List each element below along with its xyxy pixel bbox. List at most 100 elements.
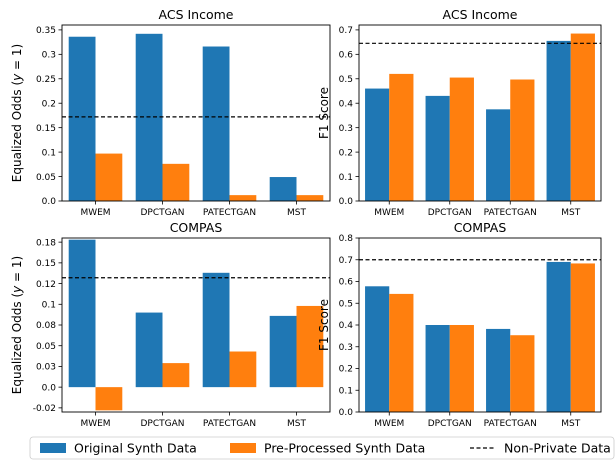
- legend-swatch: [230, 443, 256, 453]
- x-tick-label: MWEM: [374, 208, 404, 218]
- chart-panel-4: 0.0 0.1 0.2 0.3 0.4 0.5 0.6 0.7 0.8 MWEM DPCTGAN PA…: [317, 220, 602, 429]
- chart-title: COMPAS: [454, 220, 507, 235]
- y-tick-label: 0.3: [339, 124, 353, 134]
- x-tick-label: PATECTGAN: [203, 208, 256, 218]
- bar-original-dpctgan: [135, 312, 163, 388]
- legend-label: Pre-Processed Synth Data: [264, 441, 425, 456]
- y-tick-label: 0.0: [42, 383, 57, 393]
- chart-title: COMPAS: [170, 220, 223, 235]
- y-tick-label: 0.4: [339, 321, 354, 331]
- y-tick-label: 0.7: [339, 256, 353, 266]
- y-tick-label: 0.0: [42, 197, 57, 207]
- bar-preprocessed-dpctgan: [449, 77, 474, 201]
- y-tick-label: 0.3: [339, 343, 353, 353]
- bar-original-mwem: [68, 36, 96, 202]
- bar-original-mst: [269, 315, 297, 388]
- bar-original-dpctgan: [425, 325, 450, 412]
- bar-preprocessed-mst: [296, 305, 324, 388]
- bar-original-patectgan: [202, 272, 230, 388]
- x-tick-label: MWEM: [374, 419, 404, 429]
- chart-title: ACS Income: [159, 7, 234, 22]
- y-tick-label: 0.1: [42, 300, 56, 310]
- x-tick-label: MST: [561, 419, 580, 429]
- y-tick-label: 0.2: [42, 99, 56, 109]
- y-tick-label: 0.0: [339, 197, 354, 207]
- x-tick-label: DPCTGAN: [428, 208, 472, 218]
- y-tick-label: 0.15: [36, 259, 56, 269]
- bar-preprocessed-patectgan: [510, 335, 535, 412]
- y-tick-label: 0.18: [36, 238, 56, 248]
- y-tick-label: 0.05: [36, 342, 56, 352]
- bar-preprocessed-dpctgan: [162, 363, 190, 388]
- chart-panel-1: 0.0 0.05 0.1 0.15 0.2 0.25 0.3 0.35 MWEM DPCTGAN P…: [10, 7, 331, 218]
- bar-preprocessed-mwem: [95, 153, 123, 201]
- bar-preprocessed-patectgan: [229, 351, 257, 388]
- bar-original-mst: [269, 177, 297, 201]
- x-tick-label: MST: [287, 208, 306, 218]
- x-tick-label: PATECTGAN: [203, 419, 256, 429]
- y-tick-label: 0.05: [36, 173, 56, 183]
- y-tick-label: 0.1: [339, 386, 353, 396]
- bar-original-patectgan: [202, 46, 230, 202]
- bar-original-dpctgan: [425, 95, 450, 201]
- y-tick-label: 0.25: [36, 75, 56, 85]
- bar-original-mst: [546, 261, 571, 412]
- y-tick-label: 0.35: [36, 26, 56, 36]
- x-tick-label: MWEM: [80, 419, 110, 429]
- x-tick-label: MST: [287, 419, 306, 429]
- bar-preprocessed-mst: [570, 33, 595, 202]
- axes-frame: [358, 24, 602, 202]
- y-tick-label: 0.3: [42, 51, 56, 61]
- y-axis-label: Equalized Odds (y = 1): [10, 44, 24, 182]
- legend: Original Synth Data Pre-Processed Synth D…: [29, 436, 615, 460]
- y-tick-label: 0.08: [36, 321, 56, 331]
- x-tick-label: MST: [561, 208, 580, 218]
- y-tick-label: 0.7: [339, 26, 353, 36]
- bar-preprocessed-mst: [570, 263, 595, 412]
- bar-preprocessed-mwem: [95, 387, 123, 411]
- y-axis-label: Equalized Odds (y = 1): [10, 256, 24, 394]
- y-tick-label: 0.2: [339, 365, 353, 375]
- y-axis-label: F1 Score: [317, 87, 331, 139]
- x-tick-label: PATECTGAN: [484, 419, 537, 429]
- bar-preprocessed-patectgan: [510, 79, 535, 201]
- bar-original-mwem: [365, 88, 390, 201]
- y-tick-label: 0.5: [339, 299, 353, 309]
- y-tick-label: 0.6: [339, 51, 354, 61]
- bar-original-mwem: [365, 286, 390, 412]
- y-tick-label: 0.1: [42, 148, 56, 158]
- y-tick-label: 0.8: [339, 234, 354, 244]
- legend-label: Non-Private Data: [504, 441, 611, 456]
- y-tick-label: 0.2: [339, 148, 353, 158]
- bar-original-mst: [546, 40, 571, 201]
- bar-preprocessed-mwem: [389, 293, 414, 412]
- bar-original-patectgan: [486, 328, 511, 412]
- x-tick-label: DPCTGAN: [140, 419, 184, 429]
- y-tick-label: 0.15: [36, 124, 56, 134]
- y-tick-label: 0.0: [339, 408, 354, 418]
- y-tick-label: 0.4: [339, 99, 354, 109]
- axes-frame: [61, 24, 331, 202]
- y-tick-label: 0.5: [339, 75, 353, 85]
- x-tick-label: PATECTGAN: [484, 208, 537, 218]
- y-tick-label: -0.02: [33, 404, 56, 414]
- y-tick-label: 0.03: [36, 363, 56, 373]
- y-tick-label: 0.6: [339, 278, 354, 288]
- chart-panel-3: -0.02 0.0 0.03 0.05 0.08 0.1 0.12 0.15 0.18 MWEM D…: [10, 220, 331, 429]
- chart-title: ACS Income: [443, 7, 518, 22]
- y-axis-label: F1 Score: [317, 299, 331, 351]
- legend-box: [29, 436, 615, 460]
- bar-preprocessed-patectgan: [229, 195, 257, 201]
- bar-preprocessed-mst: [296, 195, 324, 201]
- bar-preprocessed-dpctgan: [449, 325, 474, 412]
- x-tick-label: DPCTGAN: [140, 208, 184, 218]
- x-tick-label: MWEM: [80, 208, 110, 218]
- legend-swatch: [40, 443, 66, 453]
- chart-panel-2: 0.0 0.1 0.2 0.3 0.4 0.5 0.6 0.7 MWEM DPCTGAN PATEC…: [317, 7, 602, 218]
- x-tick-label: DPCTGAN: [428, 419, 472, 429]
- bar-original-mwem: [68, 239, 96, 388]
- y-tick-label: 0.1: [339, 173, 353, 183]
- bar-preprocessed-mwem: [389, 73, 414, 201]
- bar-preprocessed-dpctgan: [162, 163, 190, 201]
